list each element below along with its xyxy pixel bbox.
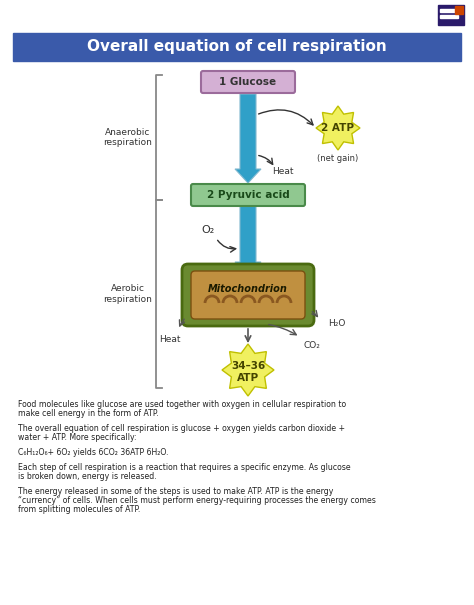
Text: Mitochondrion: Mitochondrion bbox=[208, 284, 288, 294]
Text: 2 Pyruvic acid: 2 Pyruvic acid bbox=[207, 190, 289, 200]
Text: “currency” of cells. When cells must perform energy-requiring processes the ener: “currency” of cells. When cells must per… bbox=[18, 496, 376, 505]
Text: C₆H₁₂O₆+ 6O₂ yields 6CO₂ 36ATP 6H₂O.: C₆H₁₂O₆+ 6O₂ yields 6CO₂ 36ATP 6H₂O. bbox=[18, 448, 168, 457]
Text: from splitting molecules of ATP.: from splitting molecules of ATP. bbox=[18, 505, 140, 514]
Text: Overall equation of cell respiration: Overall equation of cell respiration bbox=[87, 39, 387, 54]
Text: CO₂: CO₂ bbox=[304, 341, 321, 350]
Text: H₂O: H₂O bbox=[328, 318, 346, 327]
Text: O₂: O₂ bbox=[201, 225, 215, 235]
FancyBboxPatch shape bbox=[201, 71, 295, 93]
Bar bbox=[440, 9, 458, 12]
Text: water + ATP. More specifically:: water + ATP. More specifically: bbox=[18, 433, 137, 442]
Text: Aerobic
respiration: Aerobic respiration bbox=[103, 284, 152, 304]
Text: Heat: Heat bbox=[272, 168, 294, 177]
Polygon shape bbox=[316, 106, 360, 150]
FancyBboxPatch shape bbox=[182, 264, 314, 326]
Text: 2 ATP: 2 ATP bbox=[321, 123, 355, 133]
Bar bbox=[440, 15, 458, 18]
Bar bbox=[455, 6, 463, 14]
Text: make cell energy in the form of ATP.: make cell energy in the form of ATP. bbox=[18, 409, 159, 418]
Text: Each step of cell respiration is a reaction that requires a specific enzyme. As : Each step of cell respiration is a react… bbox=[18, 463, 351, 472]
Bar bbox=[13, 33, 461, 61]
FancyArrow shape bbox=[235, 94, 261, 183]
Text: The energy released in some of the steps is used to make ATP. ATP is the energy: The energy released in some of the steps… bbox=[18, 487, 333, 496]
Text: Anaerobic
respiration: Anaerobic respiration bbox=[103, 128, 152, 147]
Text: The overall equation of cell respiration is glucose + oxygen yields carbon dioxi: The overall equation of cell respiration… bbox=[18, 424, 345, 433]
Polygon shape bbox=[222, 344, 274, 396]
Bar bbox=[438, 5, 464, 25]
FancyArrow shape bbox=[235, 205, 261, 276]
Text: 34–36: 34–36 bbox=[231, 361, 265, 371]
FancyBboxPatch shape bbox=[191, 184, 305, 206]
Text: Food molecules like glucose are used together with oxygen in cellular respiratio: Food molecules like glucose are used tog… bbox=[18, 400, 346, 409]
Text: ATP: ATP bbox=[237, 373, 259, 383]
Text: (net gain): (net gain) bbox=[318, 154, 359, 163]
FancyBboxPatch shape bbox=[191, 271, 305, 319]
Text: 1 Glucose: 1 Glucose bbox=[219, 77, 276, 87]
Text: Heat: Heat bbox=[159, 335, 181, 344]
Text: is broken down, energy is released.: is broken down, energy is released. bbox=[18, 472, 157, 481]
